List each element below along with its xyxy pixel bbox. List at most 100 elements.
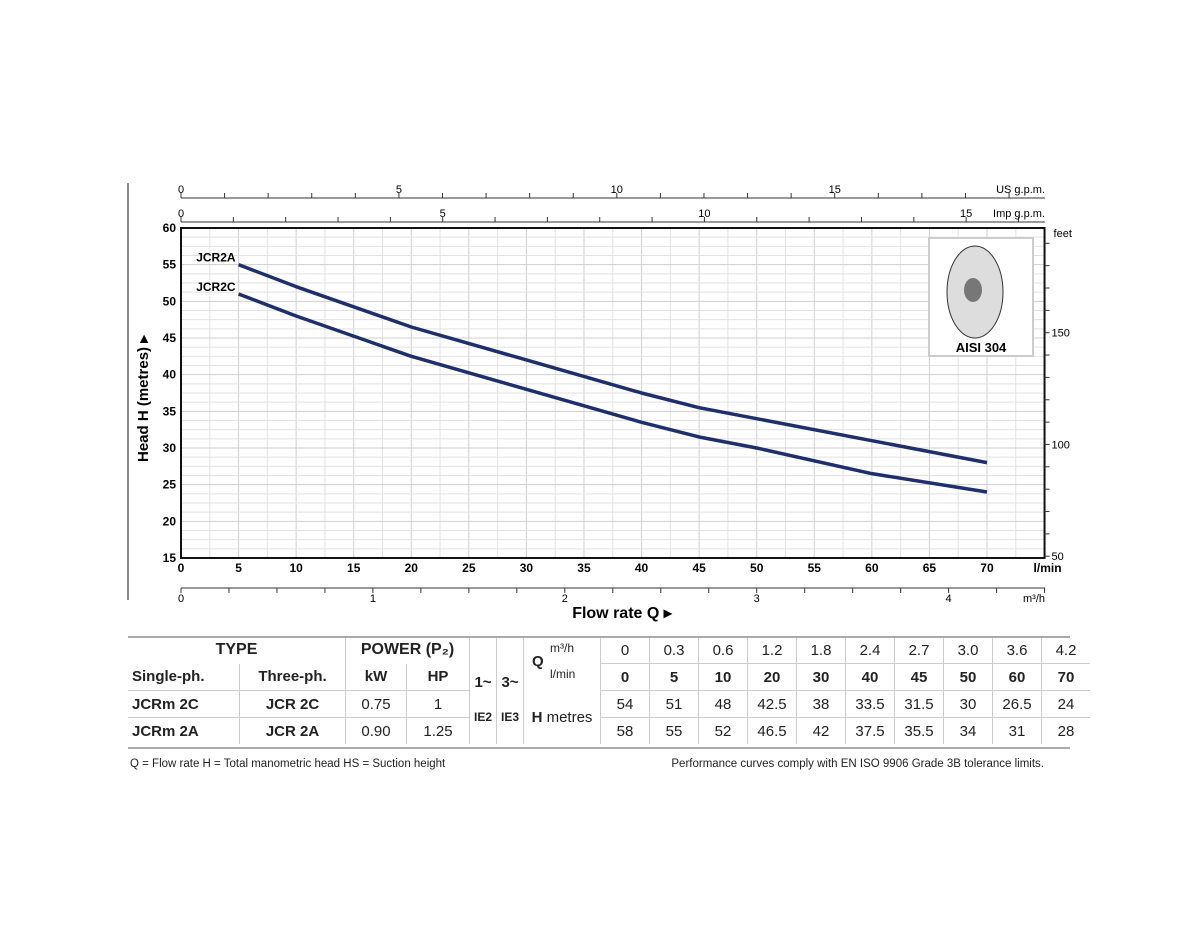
hp-header: HP — [406, 663, 470, 691]
lmin-label: l/min — [550, 667, 576, 681]
head-cell: 28 — [1041, 717, 1090, 744]
x-tick-label: 15 — [347, 561, 361, 575]
imp-gpm-tick-label: 10 — [698, 208, 710, 220]
power-header: POWER (P₂) — [345, 637, 470, 664]
m3h-tick-label: 1 — [370, 593, 376, 605]
curve-jcr2c — [237, 292, 988, 494]
head-cell: 37.5 — [845, 717, 895, 744]
m3h-tick-label: 2 — [562, 593, 568, 605]
x-tick-label: 0 — [178, 561, 185, 575]
head-cell: 54 — [600, 690, 650, 718]
ie3-label: IE3 — [496, 690, 524, 744]
q-lmin-cell: 5 — [649, 663, 699, 691]
m3h-tick-label: 3 — [754, 593, 760, 605]
head-cell: 51 — [649, 690, 699, 718]
curve-jcr2a — [237, 263, 988, 465]
y-tick-label: 25 — [163, 478, 177, 492]
head-cell: 33.5 — [845, 690, 895, 718]
single-ph-header: Single-ph. — [128, 663, 240, 691]
q-m3h-cell: 4.2 — [1041, 637, 1090, 664]
y-tick-label: 55 — [163, 258, 177, 272]
y-tick-label: 40 — [163, 368, 177, 382]
h-header: H metres — [523, 690, 601, 744]
us-gpm-unit: US g.p.m. — [996, 184, 1045, 196]
single-model: JCRm 2C — [128, 690, 240, 718]
q-lmin-cell: 0 — [600, 663, 650, 691]
m3h-tick-label: 0 — [178, 593, 184, 605]
head-cell: 42 — [796, 717, 846, 744]
q-lmin-cell: 70 — [1041, 663, 1090, 691]
x-tick-label: 70 — [980, 561, 994, 575]
three-model: JCR 2C — [239, 690, 346, 718]
q-lmin-cell: 20 — [747, 663, 797, 691]
kw-header: kW — [345, 663, 407, 691]
material-label: AISI 304 — [956, 340, 1007, 355]
x-tick-label: 20 — [405, 561, 419, 575]
imp-gpm-tick-label: 5 — [440, 208, 446, 220]
head-cell: 42.5 — [747, 690, 797, 718]
x-unit-label: l/min — [1034, 561, 1062, 575]
metres-label: metres — [546, 708, 593, 726]
single-phase-header: 1~ — [469, 637, 497, 691]
q-m3h-cell: 2.7 — [894, 637, 944, 664]
us-gpm-tick-label: 15 — [829, 184, 841, 196]
footer-legend: Q = Flow rate H = Total manometric head … — [130, 758, 446, 770]
q-lmin-cell: 10 — [698, 663, 748, 691]
q-m3h-cell: 3.6 — [992, 637, 1042, 664]
y-tick-label: 15 — [163, 551, 177, 565]
kw-value: 0.75 — [345, 690, 407, 718]
curve-label: JCR2C — [196, 280, 236, 294]
us-gpm-tick-label: 0 — [178, 184, 184, 196]
q-m3h-cell: 1.8 — [796, 637, 846, 664]
type-header: TYPE — [215, 641, 258, 659]
three-ph-header: Three-ph. — [239, 663, 346, 691]
ie2-label: IE2 — [469, 690, 497, 744]
x-tick-label: 45 — [692, 561, 706, 575]
three-phase-header: 3~ — [496, 637, 524, 691]
q-m3h-cell: 2.4 — [845, 637, 895, 664]
q-lmin-cell: 30 — [796, 663, 846, 691]
q-label: Q — [532, 653, 544, 670]
h-label: H — [531, 708, 543, 726]
q-m3h-cell: 0 — [600, 637, 650, 664]
q-lmin-cell: 45 — [894, 663, 944, 691]
q-m3h-cell: 0.3 — [649, 637, 699, 664]
q-lmin-cell: 60 — [992, 663, 1042, 691]
x-tick-label: 50 — [750, 561, 764, 575]
head-cell: 52 — [698, 717, 748, 744]
q-m3h-cell: 3.0 — [943, 637, 993, 664]
x-tick-label: 40 — [635, 561, 649, 575]
x-tick-label: 55 — [808, 561, 822, 575]
impeller-hub-icon — [964, 278, 982, 302]
imp-gpm-tick-label: 15 — [960, 208, 972, 220]
x-axis-label: Flow rate Q ▸ — [572, 605, 673, 622]
us-gpm-tick-label: 5 — [396, 184, 402, 196]
hp-value: 1 — [406, 690, 470, 718]
x-tick-label: 25 — [462, 561, 476, 575]
y-tick-label: 45 — [163, 331, 177, 345]
m3h-label: m³/h — [550, 641, 574, 655]
hp-value: 1.25 — [406, 717, 470, 744]
q-m3h-cell: 0.6 — [698, 637, 748, 664]
imp-gpm-unit: Imp g.p.m. — [993, 208, 1045, 220]
feet-unit: feet — [1054, 228, 1072, 240]
imp-gpm-tick-label: 0 — [178, 208, 184, 220]
q-lmin-cell: 50 — [943, 663, 993, 691]
head-cell: 30 — [943, 690, 993, 718]
head-cell: 24 — [1041, 690, 1090, 718]
head-cell: 34 — [943, 717, 993, 744]
x-tick-label: 5 — [235, 561, 242, 575]
plot-frame — [180, 227, 1046, 559]
feet-tick-label: 50 — [1052, 551, 1064, 563]
y-tick-label: 50 — [163, 294, 177, 308]
kw-value: 0.90 — [345, 717, 407, 744]
x-tick-label: 65 — [923, 561, 937, 575]
head-cell: 31.5 — [894, 690, 944, 718]
head-cell: 26.5 — [992, 690, 1042, 718]
chart-svg: 0 5 10 15 20 25 30 35 40 45 50 55 60 65 70 l/min1520253… — [127, 183, 1072, 622]
y-tick-label: 35 — [163, 404, 177, 418]
feet-tick-label: 100 — [1052, 439, 1070, 451]
x-tick-label: 35 — [577, 561, 591, 575]
